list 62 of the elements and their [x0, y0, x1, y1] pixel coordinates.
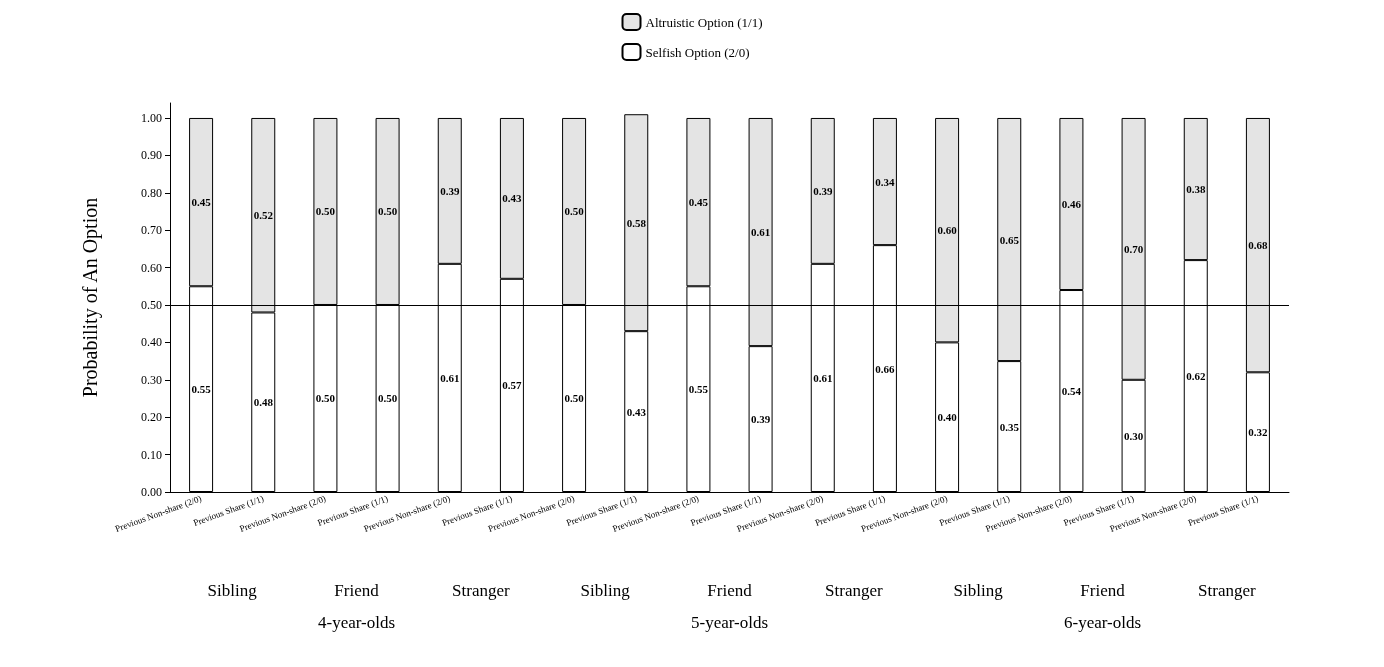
text: Friend — [334, 581, 380, 600]
text: Stranger — [1198, 581, 1256, 600]
data-label: 0.66 — [875, 362, 896, 375]
text: Stranger — [825, 581, 883, 600]
text: 6-year-olds — [1063, 613, 1142, 632]
data-label: 0.58 — [626, 216, 647, 229]
data-label: 0.39 — [813, 184, 833, 197]
y-tick-label: 0.30 — [141, 372, 162, 387]
y-tick-label: 0.40 — [141, 335, 162, 350]
data-label: 0.50 — [315, 205, 336, 218]
data-label: 0.62 — [1186, 370, 1206, 383]
data-label: 0.61 — [813, 371, 833, 384]
data-label: 0.43 — [502, 192, 523, 205]
data-label: 0.55 — [191, 383, 212, 396]
data-label: 0.45 — [191, 196, 212, 209]
data-label: 0.32 — [1248, 426, 1269, 439]
y-tick-label: 0.10 — [141, 447, 162, 462]
data-label: 0.45 — [688, 196, 709, 209]
y-tick-label: 0.20 — [141, 410, 162, 425]
data-label: 0.61 — [750, 226, 771, 239]
data-label: 0.52 — [253, 209, 274, 222]
data-label: 0.35 — [999, 420, 1020, 433]
y-axis-title: Probability of An Option — [79, 197, 102, 398]
y-tick-label: 0.70 — [141, 223, 162, 238]
data-label: 0.60 — [937, 224, 958, 237]
data-label: 0.40 — [937, 411, 958, 424]
data-label: 0.43 — [626, 405, 647, 418]
data-label: 0.30 — [1123, 429, 1144, 442]
data-label: 0.48 — [253, 396, 274, 409]
data-label: 0.46 — [1061, 197, 1082, 210]
data-label: 0.70 — [1123, 242, 1144, 255]
data-label: 0.50 — [564, 205, 585, 218]
text: Sibling — [953, 581, 1004, 600]
y-tick-label: 1.00 — [141, 110, 162, 125]
data-label: 0.34 — [875, 175, 896, 188]
text: Friend — [1080, 581, 1126, 600]
y-tick-label: 0.60 — [141, 260, 162, 275]
data-label: 0.50 — [377, 205, 398, 218]
y-tick-label: 0.80 — [141, 185, 162, 200]
data-label: 0.54 — [1061, 385, 1082, 398]
data-label: 0.39 — [750, 413, 771, 426]
data-label: 0.38 — [1186, 183, 1206, 196]
y-tick-label: 0.90 — [141, 148, 162, 163]
data-label: 0.61 — [440, 371, 460, 384]
legend-label: Selfish Option (2/0) — [645, 44, 750, 60]
data-label: 0.50 — [377, 392, 398, 405]
text: Sibling — [580, 581, 631, 600]
data-label: 0.39 — [440, 184, 460, 197]
data-label: 0.50 — [315, 392, 336, 405]
data-label: 0.55 — [688, 383, 709, 396]
legend-label: Altruistic Option (1/1) — [645, 14, 763, 30]
text: 4-year-olds — [317, 613, 396, 632]
data-label: 0.68 — [1248, 239, 1269, 252]
text: Stranger — [452, 581, 510, 600]
text: Friend — [707, 581, 753, 600]
y-tick-label: 0.50 — [141, 297, 162, 312]
data-label: 0.57 — [502, 379, 523, 392]
text: 5-year-olds — [690, 613, 769, 632]
y-tick-label: 0.00 — [141, 485, 162, 499]
data-label: 0.65 — [999, 233, 1020, 246]
data-label: 0.50 — [564, 392, 585, 405]
text: Sibling — [207, 581, 258, 600]
